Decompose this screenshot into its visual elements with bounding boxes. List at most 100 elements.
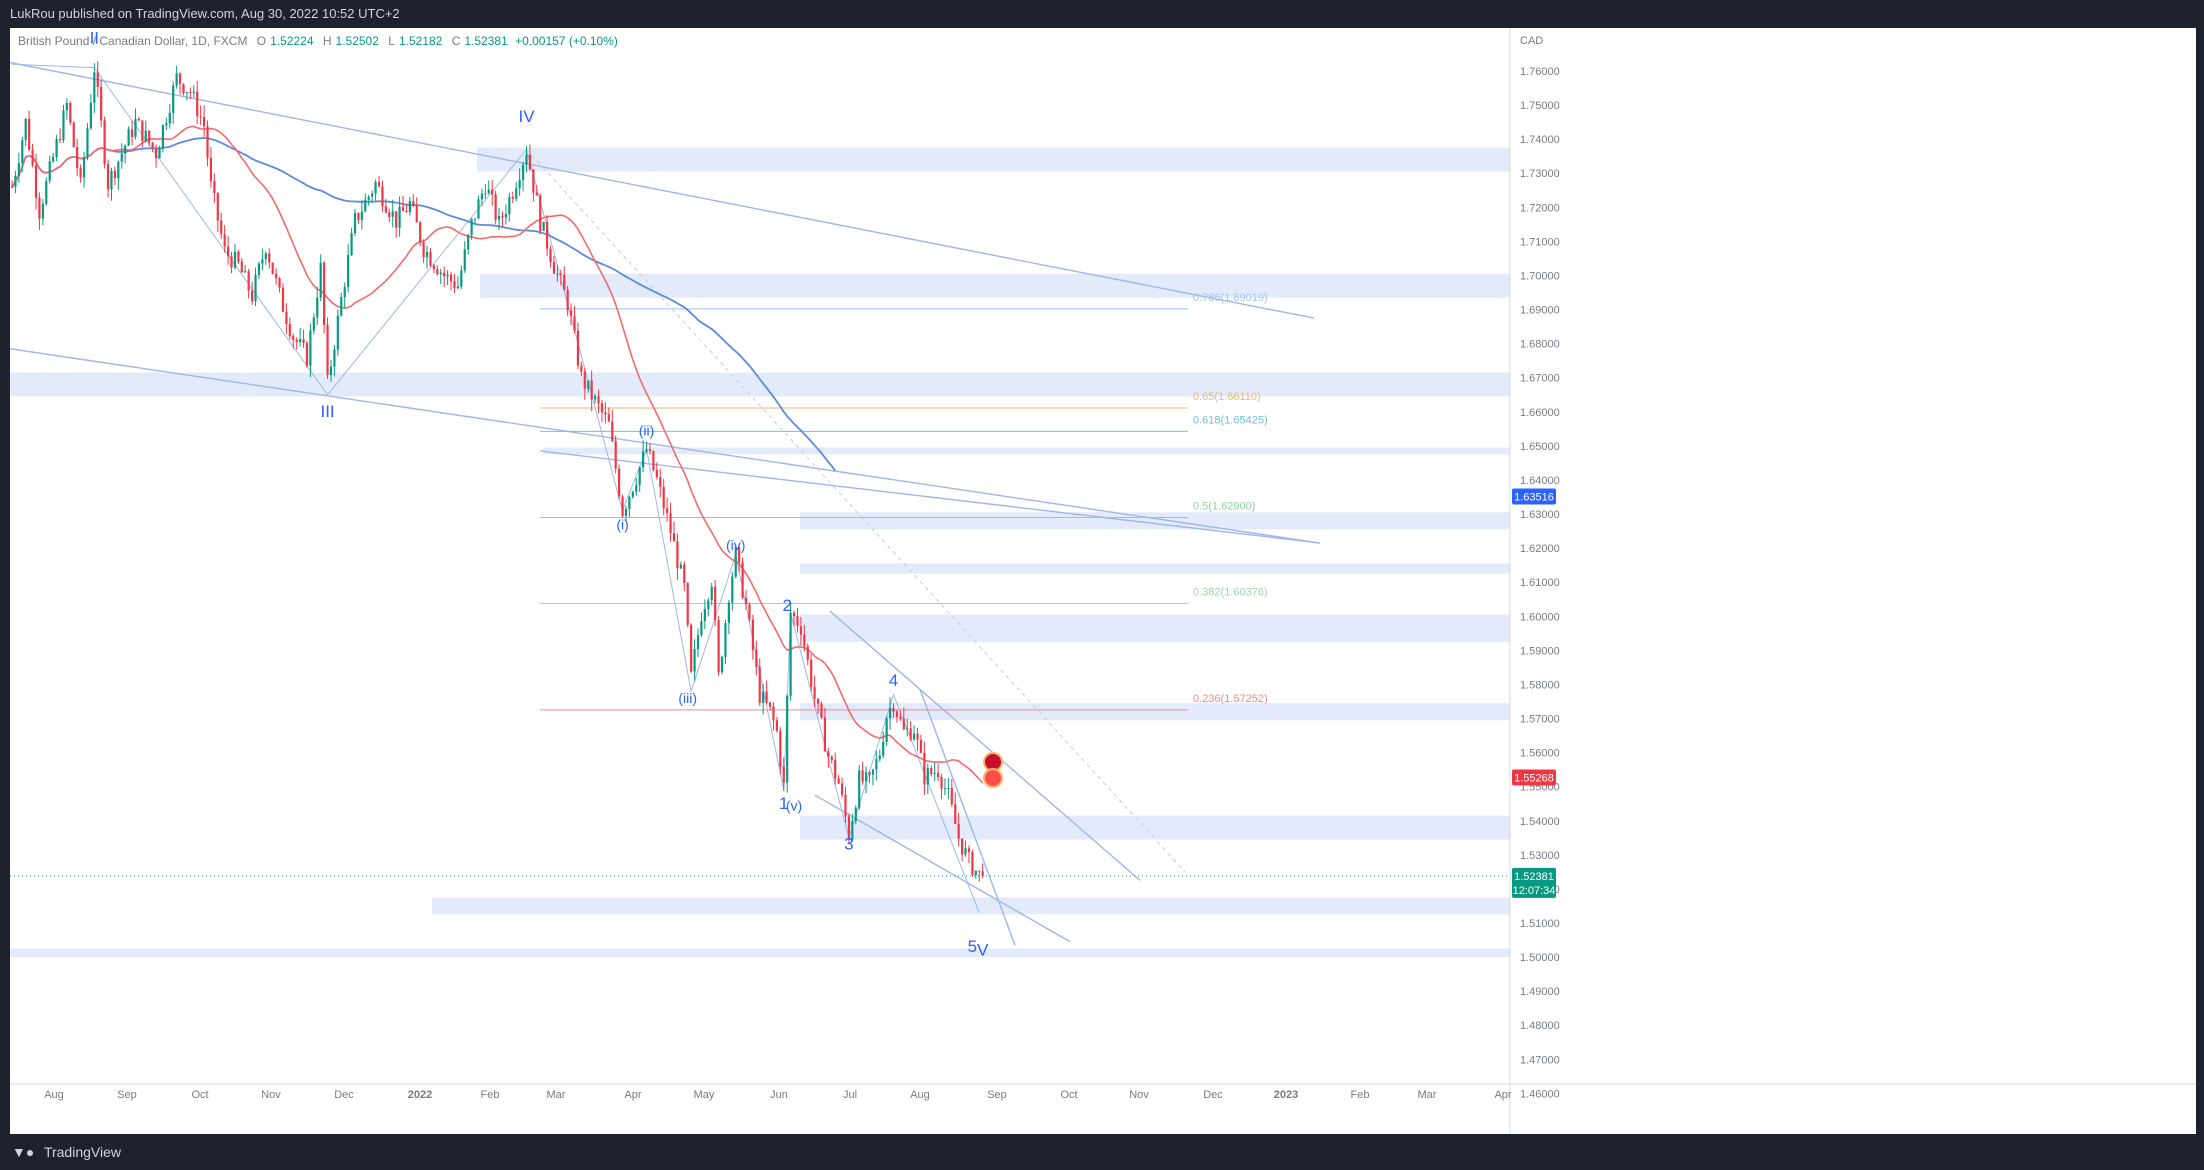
candle-body bbox=[93, 72, 96, 103]
candle bbox=[552, 256, 556, 274]
candle-body bbox=[100, 86, 103, 121]
candle-body bbox=[151, 142, 154, 148]
candle-body bbox=[384, 206, 387, 213]
candle bbox=[954, 792, 957, 825]
candle bbox=[957, 812, 960, 847]
candle-body bbox=[720, 656, 724, 673]
candle-body bbox=[895, 711, 899, 717]
candle-body bbox=[473, 218, 477, 220]
candle-body bbox=[130, 129, 134, 137]
candle bbox=[559, 269, 562, 286]
canada-flag-event-icon[interactable] bbox=[983, 768, 1003, 788]
candle bbox=[196, 80, 199, 125]
support-resistance-zone bbox=[10, 948, 1510, 958]
candle-body bbox=[463, 249, 466, 271]
candle-body bbox=[113, 170, 116, 179]
candle-body bbox=[964, 848, 967, 855]
candle bbox=[840, 777, 844, 798]
candle bbox=[611, 409, 614, 443]
x-tick-label: Oct bbox=[191, 1089, 208, 1101]
tradingview-logo-icon[interactable]: ▼● bbox=[12, 1144, 35, 1160]
candle-body bbox=[635, 484, 638, 492]
candle-body bbox=[659, 477, 662, 487]
candle-body bbox=[161, 125, 165, 148]
candle-body bbox=[967, 848, 971, 853]
candle bbox=[353, 208, 357, 237]
wave-label: IV bbox=[518, 107, 535, 126]
candle bbox=[961, 838, 964, 862]
candle bbox=[58, 128, 62, 143]
candle bbox=[28, 110, 31, 152]
candle-body bbox=[642, 451, 645, 468]
candle-body bbox=[323, 262, 326, 325]
candle bbox=[281, 283, 285, 313]
candle-body bbox=[82, 157, 86, 178]
fib-level-label: 0.618(1.65425) bbox=[1193, 414, 1268, 426]
trend-channel-line bbox=[539, 450, 1321, 544]
candle bbox=[693, 639, 696, 682]
candle bbox=[467, 233, 470, 255]
candle bbox=[172, 81, 175, 124]
candle bbox=[741, 557, 744, 600]
x-tick-label: May bbox=[694, 1089, 715, 1101]
trend-channel-line bbox=[10, 348, 1321, 544]
candle-body bbox=[353, 213, 357, 234]
candle-body bbox=[583, 371, 586, 389]
candle bbox=[381, 180, 384, 212]
candle bbox=[679, 561, 682, 570]
candle bbox=[779, 727, 782, 775]
chart-svg[interactable]: CAD 1.76000 1.75000 1.74000 1.73000 1.72000 1.… bbox=[10, 28, 2196, 1134]
candle-body bbox=[693, 648, 696, 672]
price-badge bbox=[1512, 488, 1556, 505]
candle bbox=[717, 615, 720, 676]
y-tick-label: 1.60000 bbox=[1520, 611, 1560, 623]
candle-body bbox=[587, 380, 590, 389]
candle bbox=[216, 192, 219, 233]
y-tick-label: 1.67000 bbox=[1520, 373, 1560, 385]
candle bbox=[299, 327, 302, 347]
candle bbox=[192, 85, 195, 98]
support-resistance-zone bbox=[432, 897, 1510, 915]
candle bbox=[329, 359, 333, 382]
candle-body bbox=[717, 620, 720, 673]
candle-body bbox=[374, 182, 377, 194]
candle-body bbox=[888, 708, 892, 719]
chart-area[interactable]: CAD 1.76000 1.75000 1.74000 1.73000 1.72000 1.… bbox=[10, 28, 2196, 1134]
candle bbox=[751, 614, 754, 660]
support-resistance-zone bbox=[800, 614, 1510, 642]
candle-body bbox=[65, 102, 68, 111]
x-tick-label: Oct bbox=[1060, 1089, 1077, 1101]
candle bbox=[686, 582, 689, 628]
candle-body bbox=[727, 602, 730, 623]
candle-body bbox=[559, 273, 562, 275]
candle bbox=[823, 707, 827, 752]
candle-body bbox=[275, 273, 278, 279]
candle-body bbox=[902, 718, 905, 730]
candle bbox=[542, 221, 545, 232]
candle bbox=[618, 464, 621, 500]
candle bbox=[377, 176, 381, 188]
candle bbox=[528, 144, 532, 171]
candle-body bbox=[165, 123, 168, 126]
candle bbox=[535, 184, 538, 196]
x-tick-label: Apr bbox=[1494, 1089, 1511, 1101]
candle bbox=[189, 87, 192, 100]
candle-body bbox=[943, 788, 947, 790]
candle bbox=[130, 120, 134, 146]
candle bbox=[909, 721, 912, 742]
high-label: H bbox=[322, 34, 332, 48]
candle-body bbox=[120, 153, 123, 162]
candle bbox=[96, 61, 99, 98]
candle bbox=[861, 761, 864, 785]
wave-label: (i) bbox=[616, 516, 628, 532]
y-tick-label: 1.59000 bbox=[1520, 645, 1560, 657]
candle bbox=[497, 207, 501, 231]
candle-body bbox=[340, 297, 343, 316]
wave-label: II bbox=[90, 29, 99, 48]
x-tick-label: Mar bbox=[1418, 1089, 1437, 1101]
candle bbox=[14, 170, 17, 194]
candle bbox=[484, 183, 487, 199]
support-resistance-zone bbox=[480, 273, 1510, 298]
candle bbox=[10, 180, 14, 189]
candle-body bbox=[168, 112, 171, 124]
